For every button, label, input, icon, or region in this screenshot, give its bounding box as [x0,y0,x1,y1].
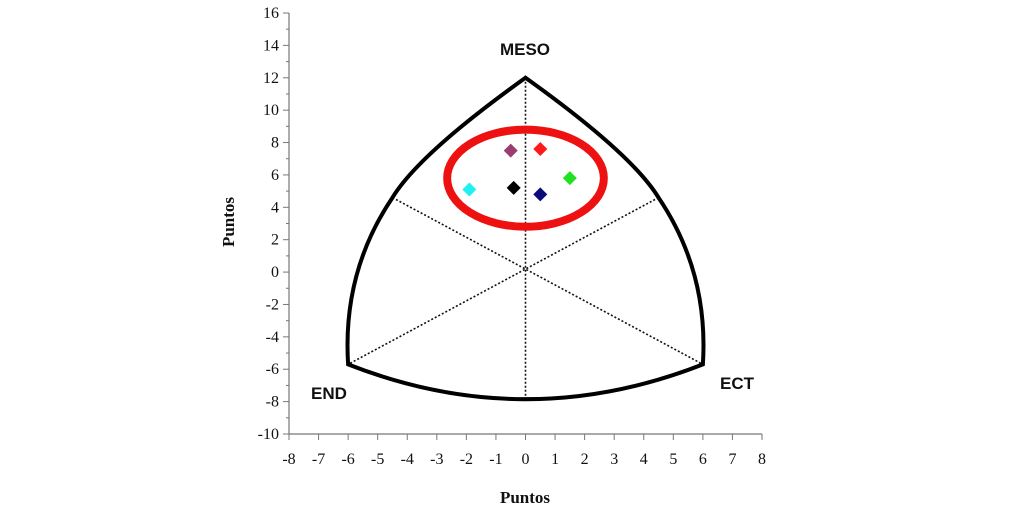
y-tick-label: 10 [263,102,279,119]
x-tick-label: 5 [669,451,677,468]
x-tick-label: -2 [460,451,473,468]
x-tick-label: -4 [401,451,414,468]
x-tick-label: 0 [522,451,530,468]
y-axis-title: Puntos [219,197,238,247]
y-tick-label: 8 [271,135,279,152]
vertex-label-meso: MESO [500,40,550,59]
y-tick-label: -8 [266,394,279,411]
vertex-label-ect: ECT [720,374,755,393]
somatochart-boundary [345,75,706,402]
x-tick-label: 1 [551,451,559,468]
x-tick-label: -7 [312,451,325,468]
x-tick-label: 6 [699,451,707,468]
y-tick-label: -2 [266,296,279,313]
data-point [533,142,548,157]
y-tick-label: 2 [271,232,279,249]
x-tick-label: -6 [341,451,354,468]
x-tick-label: 3 [610,451,618,468]
somatochart-outline [345,75,706,402]
x-tick-label: 4 [640,451,648,468]
x-tick-label: -5 [371,451,384,468]
data-point [503,143,518,158]
data-points [462,142,577,202]
y-tick-label: 6 [271,167,279,184]
x-tick-label: -8 [282,451,295,468]
axis-line-end [347,196,659,366]
x-tick-label: 8 [758,451,766,468]
x-tick-label: -1 [489,451,502,468]
x-tick-label: 7 [728,451,736,468]
y-tick-label: -4 [266,329,279,346]
data-point [533,187,548,202]
x-tick-label: 2 [581,451,589,468]
y-tick-label: -10 [258,426,279,443]
vertex-label-end: END [311,384,347,403]
data-point [462,182,477,197]
y-tick-label: -6 [266,361,279,378]
y-tick-label: 14 [263,37,279,54]
y-tick-label: 16 [263,5,279,22]
y-tick-label: 12 [263,70,279,87]
data-point [506,180,521,195]
y-tick-label: 0 [271,264,279,281]
x-tick-label: -3 [430,451,443,468]
data-point [562,171,577,186]
y-tick-label: 4 [271,199,279,216]
axis-line-ect [392,196,704,366]
x-axis-title: Puntos [500,488,550,507]
highlight-ellipse [443,125,608,231]
